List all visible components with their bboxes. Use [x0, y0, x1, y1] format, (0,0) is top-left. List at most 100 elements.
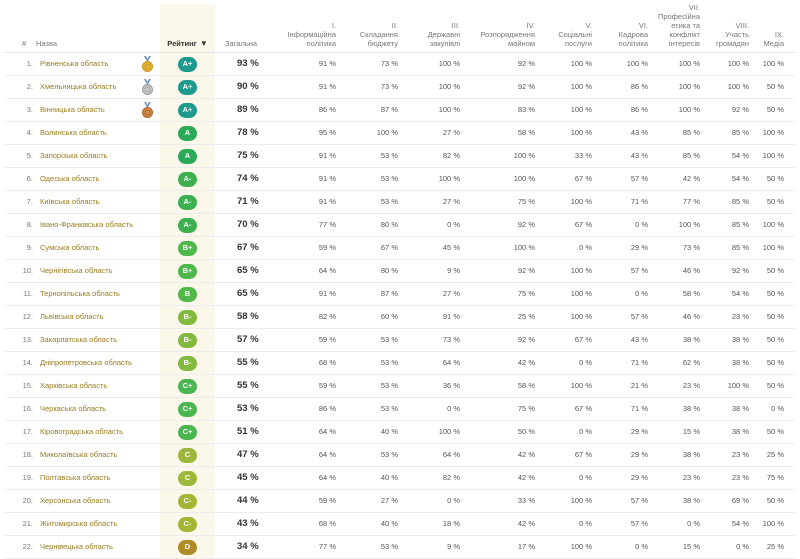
- header-indicator-line: громадян: [716, 39, 749, 48]
- header-total[interactable]: Загальна: [225, 39, 258, 48]
- header-indicator-7[interactable]: VII. Професійна етика та конфлікт інтересів: [658, 3, 700, 48]
- table-header: # Назва Рейтинг ▼ Загальна I. Інформаційн…: [5, 0, 795, 53]
- region-name-link[interactable]: Дніпропетровська область: [40, 358, 133, 367]
- indicator-1-value: 64 %: [318, 450, 336, 459]
- header-indicator-2[interactable]: II. Складання бюджету: [360, 21, 398, 48]
- region-name-link[interactable]: Запорізька область: [40, 151, 108, 160]
- table-row[interactable]: 9. Сумська область B+ 67 % 59 % 67 % 45 % 100 %…: [5, 237, 795, 260]
- table-row[interactable]: 10. Чернігівська область B+ 65 % 64 % 80 % 9 %…: [5, 260, 795, 283]
- indicator-5-value: 100 %: [570, 105, 592, 114]
- region-name-link[interactable]: Кіровоградська область: [40, 427, 124, 436]
- indicator-5-value: 100 %: [570, 289, 592, 298]
- indicator-1-value: 95 %: [318, 128, 336, 137]
- indicator-2-value: 73 %: [380, 59, 398, 68]
- region-name-link[interactable]: Черкаська область: [40, 404, 107, 413]
- indicator-4-value: 92 %: [517, 266, 535, 275]
- table-row[interactable]: 1. Рівненська область A+ 93 % 91 % 73 % 100 % 9…: [5, 53, 795, 76]
- indicator-5-value: 100 %: [570, 542, 592, 551]
- indicator-7-value: 100 %: [678, 220, 700, 229]
- header-indicator-line: Участь: [725, 30, 749, 39]
- indicator-1-value: 59 %: [318, 496, 336, 505]
- indicator-8-value: 69 %: [731, 496, 749, 505]
- region-name-link[interactable]: Чернігівська область: [40, 266, 113, 275]
- table-row[interactable]: 15. Харківська область C+ 55 % 59 % 53 % 36 % 5…: [5, 375, 795, 398]
- region-name-link[interactable]: Хмельницька область: [40, 82, 117, 91]
- indicator-3-value: 64 %: [442, 450, 460, 459]
- indicator-6-value: 43 %: [630, 335, 648, 344]
- table-row[interactable]: 20. Херсонська область C- 44 % 59 % 27 % 0 % 33…: [5, 490, 795, 513]
- indicator-2-value: 53 %: [380, 404, 398, 413]
- region-name-link[interactable]: Херсонська область: [40, 496, 111, 505]
- table-row[interactable]: 6. Одеська область A- 74 % 91 % 53 % 100 % 100 …: [5, 168, 795, 191]
- gold-medal-icon: [142, 56, 153, 72]
- table-row[interactable]: 19. Полтавська область C 45 % 64 % 40 % 82 % 42…: [5, 467, 795, 490]
- region-name-link[interactable]: Житомирська область: [40, 519, 118, 528]
- table-row[interactable]: 8. Івано-Франківська область A- 70 % 77 % 80 …: [5, 214, 795, 237]
- table-row[interactable]: 11. Тернопільська область B 65 % 91 % 87 % 27 …: [5, 283, 795, 306]
- region-name-link[interactable]: Львівська область: [40, 312, 104, 321]
- table-row[interactable]: 13. Закарпатська область B- 57 % 59 % 53 % 73 …: [5, 329, 795, 352]
- indicator-1-value: 91 %: [318, 197, 336, 206]
- table-row[interactable]: 14. Дніпропетровська область B- 55 % 68 % 53 …: [5, 352, 795, 375]
- region-name-link[interactable]: Полтавська область: [40, 473, 111, 482]
- total-score: 45 %: [237, 472, 259, 483]
- region-name-link[interactable]: Вінницька область: [40, 105, 105, 114]
- table-row[interactable]: 17. Кіровоградська область C+ 51 % 64 % 40 % 1…: [5, 421, 795, 444]
- table-row[interactable]: 5. Запорізька область A 75 % 91 % 53 % 82 % 100…: [5, 145, 795, 168]
- header-indicator-line: закупівлі: [429, 39, 460, 48]
- region-name-link[interactable]: Сумська область: [40, 243, 100, 252]
- header-indicator-9[interactable]: IX. Медіа: [763, 30, 784, 48]
- header-indicator-1[interactable]: I. Інформаційна політика: [287, 21, 336, 48]
- region-name-link[interactable]: Київська область: [40, 197, 100, 206]
- indicator-2-value: 27 %: [380, 496, 398, 505]
- indicator-5-value: 67 %: [574, 335, 592, 344]
- table-row[interactable]: 22. Чернівецька область D 34 % 77 % 53 % 9 % 17…: [5, 536, 795, 559]
- rating-cell: A+: [160, 76, 215, 98]
- header-indicator-6[interactable]: VI. Кадрова політика: [619, 21, 648, 48]
- indicator-1-value: 91 %: [318, 174, 336, 183]
- table-row[interactable]: 4. Волинська область A 78 % 95 % 100 % 27 % 58 …: [5, 122, 795, 145]
- indicator-4-value: 42 %: [517, 519, 535, 528]
- total-score: 58 %: [237, 311, 259, 322]
- region-name-link[interactable]: Рівненська область: [40, 59, 109, 68]
- indicator-5-value: 0 %: [579, 519, 592, 528]
- header-name[interactable]: Назва: [36, 39, 58, 48]
- header-indicator-line: Розпорядження: [480, 30, 536, 39]
- table-row[interactable]: 18. Миколаївська область C 47 % 64 % 53 % 64 %…: [5, 444, 795, 467]
- table-row[interactable]: 3. Вінницька область A+ 89 % 86 % 87 % 100 % 83…: [5, 99, 795, 122]
- region-name-link[interactable]: Миколаївська область: [40, 450, 118, 459]
- indicator-2-value: 53 %: [380, 151, 398, 160]
- header-indicator-5[interactable]: V. Соціальні послуги: [558, 21, 592, 48]
- header-rating[interactable]: Рейтинг ▼: [160, 4, 215, 52]
- table-row[interactable]: 12. Львівська область B- 58 % 82 % 60 % 91 % 25…: [5, 306, 795, 329]
- header-rating-label: Рейтинг: [167, 39, 197, 48]
- region-name-link[interactable]: Волинська область: [40, 128, 107, 137]
- row-number: 15.: [22, 381, 33, 390]
- row-number: 10.: [22, 266, 33, 275]
- rating-badge: A-: [178, 171, 197, 187]
- region-name-link[interactable]: Закарпатська область: [40, 335, 118, 344]
- header-indicator-4[interactable]: IV. Розпорядження майном: [481, 21, 536, 48]
- table-row[interactable]: 2. Хмельницька область A+ 90 % 91 % 73 % 100 %…: [5, 76, 795, 99]
- region-name-link[interactable]: Івано-Франківська область: [40, 220, 134, 229]
- indicator-7-value: 46 %: [682, 266, 700, 275]
- table-row[interactable]: 7. Київська область A- 71 % 91 % 53 % 27 % 75 %…: [5, 191, 795, 214]
- indicator-6-value: 86 %: [630, 105, 648, 114]
- rating-badge: C-: [178, 493, 197, 509]
- indicator-3-value: 100 %: [438, 427, 460, 436]
- header-indicator-3[interactable]: III. Державні закупівлі: [428, 21, 460, 48]
- indicator-2-value: 40 %: [380, 427, 398, 436]
- region-name-link[interactable]: Харківська область: [40, 381, 108, 390]
- region-name-link[interactable]: Чернівецька область: [40, 542, 113, 551]
- rating-cell: C: [160, 444, 215, 466]
- region-name-link[interactable]: Одеська область: [40, 174, 100, 183]
- region-name-link[interactable]: Тернопільська область: [40, 289, 120, 298]
- header-indicator-8[interactable]: VIII. Участь громадян: [716, 21, 749, 48]
- indicator-3-value: 27 %: [442, 197, 460, 206]
- row-number: 3.: [26, 105, 33, 114]
- indicator-5-value: 33 %: [574, 151, 592, 160]
- table-row[interactable]: 21. Житомирська область C- 43 % 68 % 40 % 18 %…: [5, 513, 795, 536]
- indicator-3-value: 27 %: [442, 289, 460, 298]
- table-row[interactable]: 16. Черкаська область C+ 53 % 86 % 53 % 0 % 75 …: [5, 398, 795, 421]
- row-number: 6.: [26, 174, 33, 183]
